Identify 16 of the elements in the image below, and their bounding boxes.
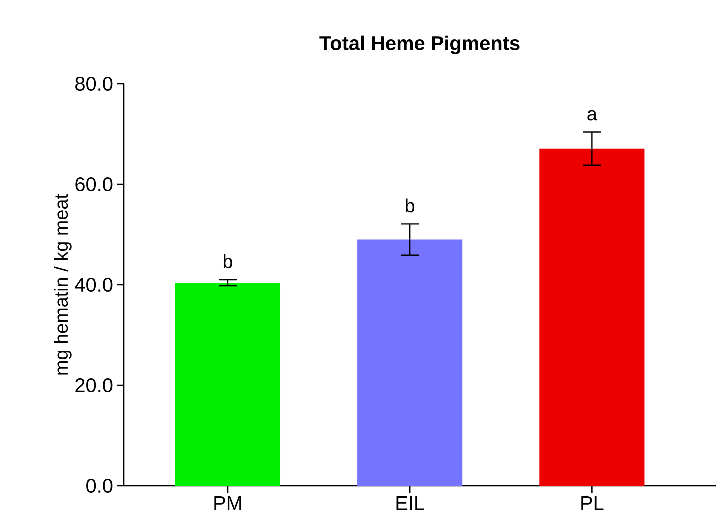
- chart-title: Total Heme Pigments: [320, 36, 520, 54]
- annotation: b: [406, 198, 415, 213]
- y-tick-label: 0.0: [86, 478, 113, 494]
- y-axis-title: mg hematin / kg meat: [54, 194, 72, 375]
- bar: [540, 148, 645, 486]
- y-tick-label: 20.0: [76, 378, 113, 393]
- y-tick-label: 40.0: [75, 278, 113, 292]
- bar: [175, 282, 281, 486]
- y-tick-label: 80.0: [76, 76, 113, 92]
- x-tick-label: PM: [214, 496, 242, 510]
- bar: [358, 240, 463, 486]
- y-tick-label: 60.0: [76, 177, 113, 192]
- x-tick-label: EIL: [396, 496, 424, 510]
- annotation: a: [588, 110, 598, 121]
- x-tick-label: PL: [582, 496, 604, 510]
- annotation: b: [224, 254, 232, 268]
